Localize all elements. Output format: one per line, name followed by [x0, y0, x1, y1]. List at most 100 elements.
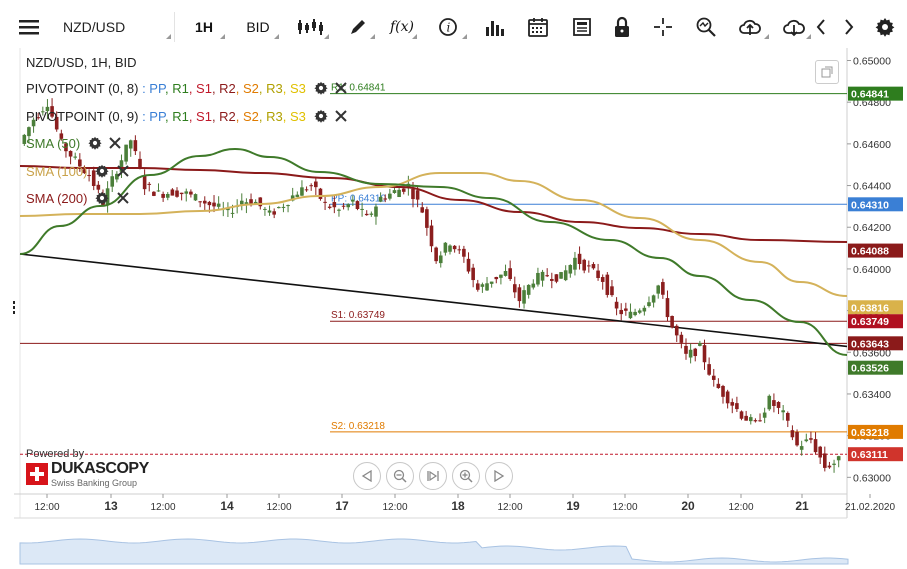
- candle-body: [545, 275, 549, 277]
- chart-type-button[interactable]: [288, 12, 332, 42]
- candle-body: [411, 189, 415, 200]
- draw-tool-button[interactable]: [338, 12, 378, 42]
- candle-body: [388, 193, 392, 199]
- candle-body: [665, 298, 670, 318]
- candle-body: [179, 192, 184, 195]
- x-tick-label: 12:00: [382, 502, 407, 513]
- price-axis-badge: [848, 243, 903, 258]
- candle-body: [656, 285, 661, 294]
- pivot-part: , S3: [282, 81, 306, 96]
- download-button[interactable]: [774, 12, 814, 42]
- scroll-right-button[interactable]: [838, 12, 860, 42]
- candle-body: [457, 249, 462, 251]
- fit-button[interactable]: [419, 462, 447, 490]
- candle-body: [799, 446, 804, 450]
- calendar-button[interactable]: [518, 12, 558, 42]
- maximize-button[interactable]: [815, 60, 839, 84]
- candle-body: [59, 133, 64, 139]
- price-axis-badge: [848, 360, 903, 375]
- pivot-2-settings-button[interactable]: [313, 109, 328, 126]
- close-icon: [335, 110, 347, 122]
- resize-handle-dot[interactable]: [13, 311, 15, 314]
- candle-body: [304, 189, 309, 191]
- zoom-button[interactable]: [686, 12, 726, 42]
- y-tick-label: 0.64000: [853, 264, 891, 276]
- candle-body: [633, 311, 637, 316]
- play-left-icon: [361, 470, 372, 482]
- zoom-out-button[interactable]: [386, 462, 414, 490]
- crosshair-button[interactable]: [644, 12, 682, 42]
- close-icon: [109, 137, 122, 149]
- pivot-part: : PP: [142, 81, 165, 96]
- lock-button[interactable]: [604, 12, 640, 42]
- pivot-part: : PP: [142, 109, 165, 124]
- bar-chart-icon: [486, 21, 504, 36]
- candle-body: [346, 204, 351, 208]
- candle-body: [281, 206, 286, 208]
- resize-handle-dot[interactable]: [13, 301, 15, 304]
- x-tick-label: 19: [566, 499, 580, 513]
- candle-body: [27, 127, 31, 137]
- candle-body: [647, 302, 651, 307]
- upload-button[interactable]: [728, 12, 772, 42]
- news-button[interactable]: [562, 12, 602, 42]
- pivot-level-label: PP: 0.64310: [331, 193, 386, 204]
- candle-body: [540, 271, 545, 281]
- candle-body: [716, 383, 721, 389]
- settings-button[interactable]: [870, 12, 900, 42]
- volume-button[interactable]: [476, 12, 512, 42]
- candle-body: [536, 272, 540, 285]
- scroll-left-button[interactable]: [810, 12, 832, 42]
- candle-body: [369, 213, 374, 215]
- symbol-selector[interactable]: NZD/USD: [57, 12, 175, 42]
- candle-body: [300, 187, 304, 196]
- x-tick-label: 12:00: [497, 502, 522, 513]
- sma200-line[interactable]: [19, 165, 848, 243]
- candle-body: [531, 283, 536, 288]
- pivot-level-label: R1: 0.64841: [331, 83, 386, 94]
- candle-body: [591, 264, 596, 269]
- trendline[interactable]: [19, 253, 848, 348]
- function-button[interactable]: f(x): [384, 12, 420, 42]
- resize-handle-dot[interactable]: [13, 306, 15, 309]
- menu-button[interactable]: [10, 12, 48, 42]
- zoom-in-button[interactable]: [452, 462, 480, 490]
- sma100-settings-button[interactable]: [95, 164, 109, 181]
- sma100-line[interactable]: [19, 172, 848, 297]
- x-tick-label: 20: [681, 499, 695, 513]
- sma200-remove-button[interactable]: [116, 192, 129, 207]
- pivot-1-settings-button[interactable]: [313, 81, 328, 98]
- sma50-remove-button[interactable]: [109, 137, 122, 152]
- candle-body: [804, 439, 809, 442]
- price-chart[interactable]: 0.650000.648000.646000.644000.642000.640…: [0, 48, 907, 569]
- nav-back-button[interactable]: [353, 462, 381, 490]
- indicators-button[interactable]: i: [426, 12, 470, 42]
- candle-body: [54, 116, 59, 130]
- candle-body: [263, 208, 267, 210]
- pivot-part: , R2: [211, 81, 236, 96]
- pivot-part: , R2: [211, 109, 236, 124]
- nav-forward-button[interactable]: [485, 462, 513, 490]
- pivot-legend-2-name: PIVOTPOINT (0, 9): [26, 109, 139, 124]
- toolbar: NZD/USD 1H BID f(x) i: [0, 0, 907, 49]
- price-axis-badge: [848, 300, 903, 315]
- sma100-remove-button[interactable]: [116, 165, 129, 180]
- candle-body: [175, 190, 179, 197]
- sma200-settings-button[interactable]: [95, 191, 109, 208]
- timeframe-selector[interactable]: 1H: [180, 12, 228, 42]
- candle-body: [397, 189, 401, 198]
- x-tick-label: 12:00: [34, 502, 59, 513]
- x-tick-label: 12:00: [266, 502, 291, 513]
- price-side-selector[interactable]: BID: [234, 12, 282, 42]
- candle-body: [142, 175, 147, 190]
- y-tick-label: 0.65000: [853, 56, 891, 68]
- sma50-settings-button[interactable]: [88, 136, 102, 153]
- chart-area[interactable]: 0.65000 0.64800 0.64600 0.64400 0.64200 0.640…: [0, 48, 907, 569]
- pivot-1-remove-button[interactable]: [335, 82, 347, 97]
- sma50-label: SMA (50): [26, 136, 81, 151]
- sma50-line[interactable]: [19, 147, 848, 356]
- candle-body: [68, 150, 73, 157]
- candle-body: [735, 403, 739, 410]
- pivot-2-remove-button[interactable]: [335, 110, 347, 125]
- navigator-series: [19, 538, 849, 565]
